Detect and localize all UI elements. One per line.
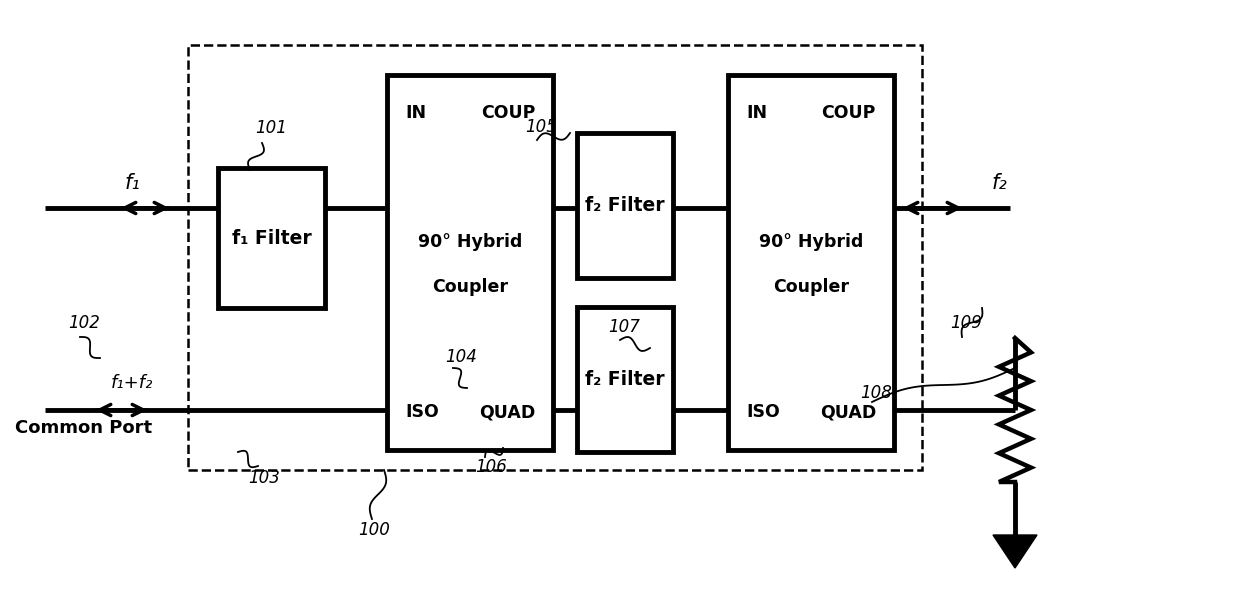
Text: 90° Hybrid: 90° Hybrid bbox=[418, 233, 522, 251]
Text: COUP: COUP bbox=[822, 104, 875, 122]
Text: ISO: ISO bbox=[405, 403, 439, 421]
Text: f₂: f₂ bbox=[992, 173, 1008, 193]
Text: 109: 109 bbox=[950, 314, 982, 332]
Text: 90° Hybrid: 90° Hybrid bbox=[759, 233, 863, 251]
Text: Coupler: Coupler bbox=[432, 278, 508, 296]
Text: f₂ Filter: f₂ Filter bbox=[585, 370, 665, 389]
Text: QUAD: QUAD bbox=[820, 403, 875, 421]
Text: 107: 107 bbox=[608, 318, 640, 336]
Text: Common Port: Common Port bbox=[15, 419, 153, 437]
Text: 102: 102 bbox=[68, 314, 100, 332]
Text: f₁ Filter: f₁ Filter bbox=[232, 228, 311, 247]
Text: f₁+f₂: f₁+f₂ bbox=[110, 374, 154, 392]
Bar bbox=[577, 133, 673, 278]
Bar bbox=[387, 75, 553, 450]
Text: 104: 104 bbox=[445, 348, 477, 366]
Bar bbox=[577, 307, 673, 452]
Bar bbox=[188, 45, 923, 470]
Text: COUP: COUP bbox=[481, 104, 534, 122]
Text: QUAD: QUAD bbox=[479, 403, 534, 421]
Text: 106: 106 bbox=[475, 458, 507, 476]
Bar bbox=[728, 75, 894, 450]
Text: Coupler: Coupler bbox=[773, 278, 849, 296]
Text: IN: IN bbox=[405, 104, 427, 122]
Bar bbox=[218, 168, 325, 308]
Text: ISO: ISO bbox=[746, 403, 780, 421]
Text: 108: 108 bbox=[861, 384, 892, 402]
Text: 100: 100 bbox=[358, 521, 389, 539]
Text: f₁: f₁ bbox=[124, 173, 140, 193]
Text: 105: 105 bbox=[525, 118, 557, 136]
Text: 101: 101 bbox=[255, 119, 286, 137]
Text: f₂ Filter: f₂ Filter bbox=[585, 196, 665, 215]
Text: 103: 103 bbox=[248, 469, 280, 487]
Text: IN: IN bbox=[746, 104, 768, 122]
Polygon shape bbox=[993, 535, 1037, 568]
